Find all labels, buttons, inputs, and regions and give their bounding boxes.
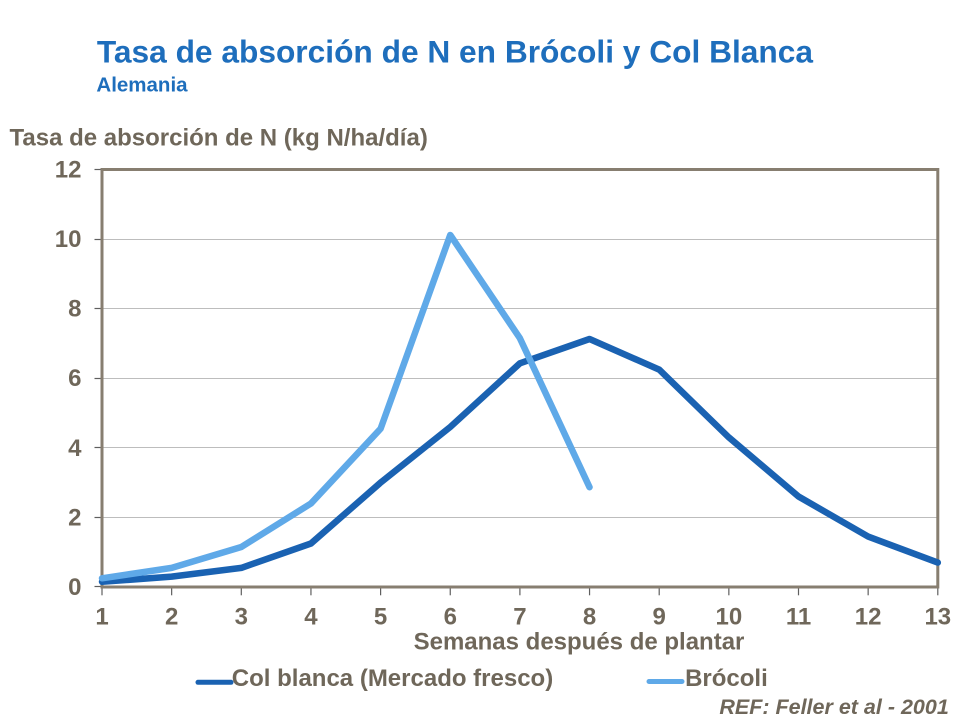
svg-text:8: 8 xyxy=(68,296,81,323)
svg-text:12: 12 xyxy=(55,157,82,184)
svg-text:11: 11 xyxy=(786,604,811,631)
svg-text:REF: Feller et al - 2001: REF: Feller et al - 2001 xyxy=(719,695,948,719)
svg-text:Tasa de absorción de N en Bróc: Tasa de absorción de N en Brócoli y Col … xyxy=(97,34,813,70)
svg-text:6: 6 xyxy=(444,604,457,631)
svg-text:4: 4 xyxy=(304,604,318,631)
svg-text:9: 9 xyxy=(653,604,666,631)
svg-text:10: 10 xyxy=(55,226,82,253)
svg-text:Semanas después de plantar: Semanas después de plantar xyxy=(414,629,745,656)
svg-text:12: 12 xyxy=(855,604,882,631)
svg-text:7: 7 xyxy=(513,604,526,631)
svg-text:1: 1 xyxy=(95,604,108,631)
svg-text:10: 10 xyxy=(715,604,742,631)
svg-text:8: 8 xyxy=(583,604,596,631)
svg-text:0: 0 xyxy=(68,574,81,601)
svg-text:13: 13 xyxy=(924,604,951,631)
svg-text:6: 6 xyxy=(68,365,81,392)
svg-text:Alemania: Alemania xyxy=(96,74,188,97)
svg-text:Col blanca (Mercado fresco): Col blanca (Mercado fresco) xyxy=(232,665,553,692)
svg-text:2: 2 xyxy=(165,604,178,631)
svg-text:Tasa de absorción de N (kg N/h: Tasa de absorción de N (kg N/ha/día) xyxy=(10,124,428,151)
svg-text:Brócoli: Brócoli xyxy=(685,665,768,692)
svg-text:5: 5 xyxy=(374,604,387,631)
svg-text:3: 3 xyxy=(235,604,248,631)
svg-text:4: 4 xyxy=(68,435,82,462)
svg-text:2: 2 xyxy=(68,504,81,531)
